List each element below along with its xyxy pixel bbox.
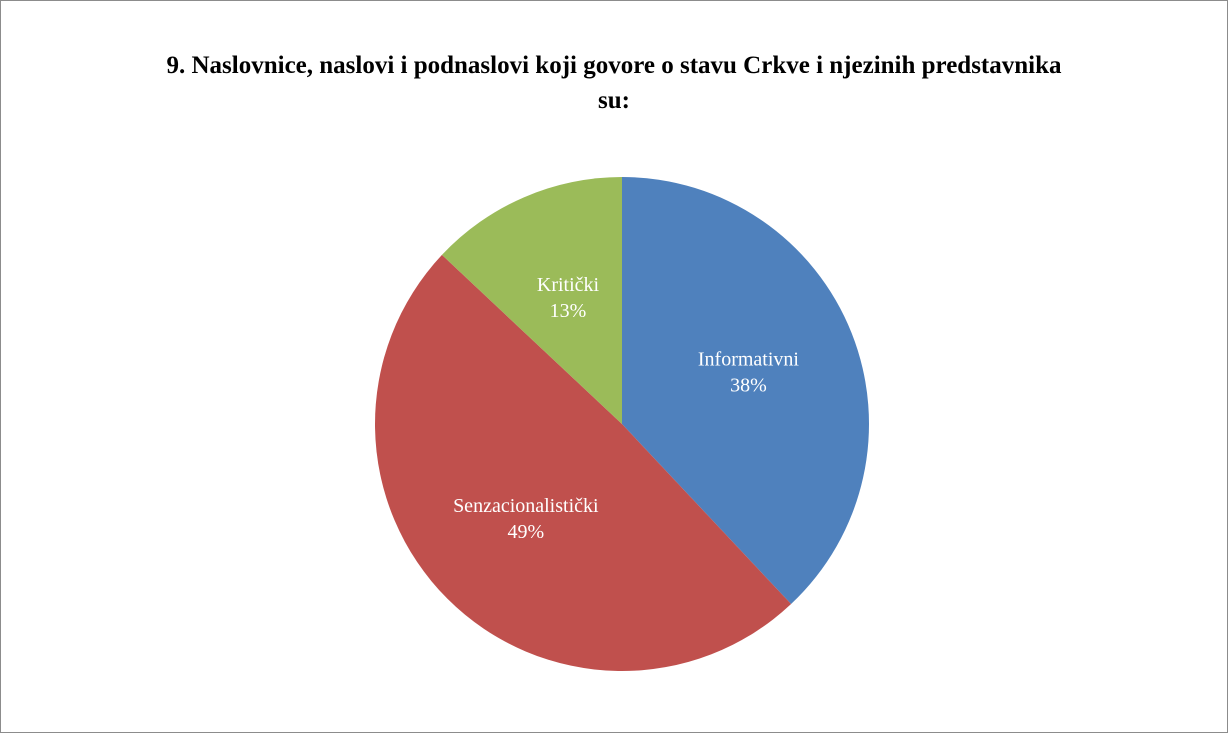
slice-category-label: Senzacionalistički xyxy=(453,495,599,517)
slice-category-label: Informativni xyxy=(698,349,800,371)
pie-slice xyxy=(622,177,869,605)
slice-category-label: Kritički xyxy=(537,274,600,296)
slice-value-label: 13% xyxy=(550,300,587,322)
chart-title: 9. Naslovnice, naslovi i podnaslovi koji… xyxy=(166,52,1062,114)
pie-slice xyxy=(441,177,622,424)
pie-slice xyxy=(375,254,792,671)
slice-value-label: 49% xyxy=(507,521,544,543)
slice-value-label: 38% xyxy=(730,375,767,397)
